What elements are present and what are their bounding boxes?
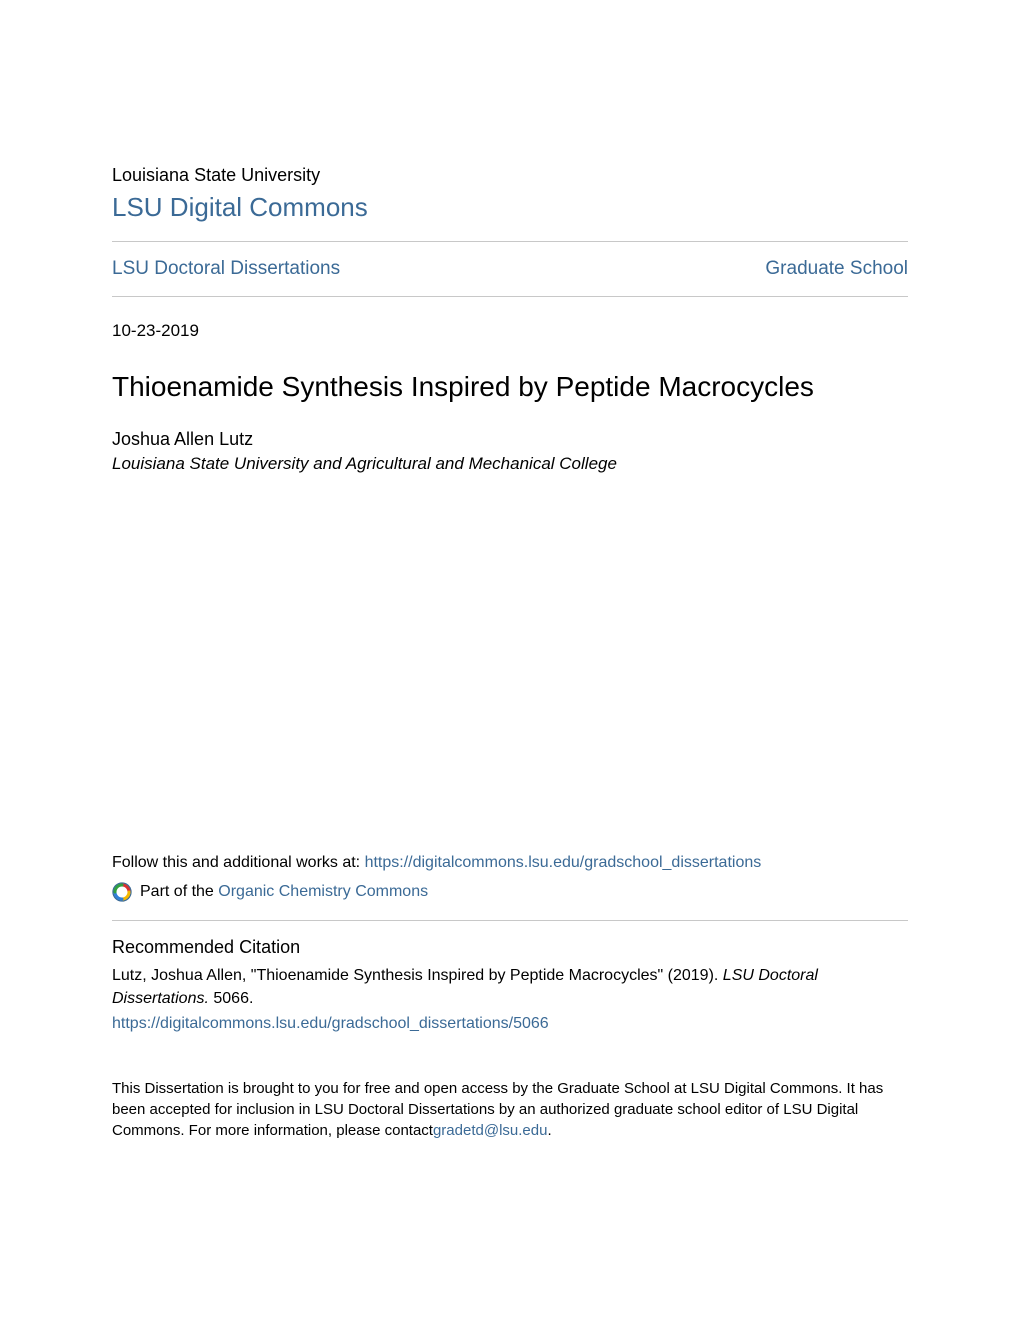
commons-link[interactable]: Organic Chemistry Commons	[218, 883, 428, 900]
repository-link[interactable]: LSU Digital Commons	[112, 192, 368, 223]
author-affiliation: Louisiana State University and Agricultu…	[112, 454, 908, 474]
publication-date: 10-23-2019	[112, 321, 908, 341]
follow-prefix: Follow this and additional works at:	[112, 854, 365, 871]
divider-nav	[112, 296, 908, 297]
access-statement: This Dissertation is brought to you for …	[112, 1078, 908, 1141]
part-of-prefix: Part of the	[140, 883, 218, 900]
contact-email-link[interactable]: gradetd@lsu.edu	[433, 1122, 547, 1139]
follow-works-line: Follow this and additional works at: htt…	[112, 854, 908, 872]
part-of-line: Part of the Organic Chemistry Commons	[112, 882, 908, 902]
citation-body: Lutz, Joshua Allen, "Thioenamide Synthes…	[112, 967, 723, 984]
citation-url-link[interactable]: https://digitalcommons.lsu.edu/gradschoo…	[112, 1012, 549, 1035]
parent-link[interactable]: Graduate School	[765, 258, 908, 280]
citation-text: Lutz, Joshua Allen, "Thioenamide Synthes…	[112, 964, 908, 1036]
institution-name: Louisiana State University	[112, 165, 908, 186]
citation-number: 5066.	[209, 990, 253, 1007]
recommended-citation-heading: Recommended Citation	[112, 937, 908, 958]
collection-url-link[interactable]: https://digitalcommons.lsu.edu/gradschoo…	[365, 854, 762, 871]
divider-citation	[112, 920, 908, 921]
network-icon	[112, 882, 132, 902]
collection-link[interactable]: LSU Doctoral Dissertations	[112, 258, 340, 280]
author-name: Joshua Allen Lutz	[112, 429, 908, 450]
document-title: Thioenamide Synthesis Inspired by Peptid…	[112, 371, 908, 403]
breadcrumb-nav: LSU Doctoral Dissertations Graduate Scho…	[112, 242, 908, 296]
footer-suffix: .	[547, 1122, 551, 1139]
